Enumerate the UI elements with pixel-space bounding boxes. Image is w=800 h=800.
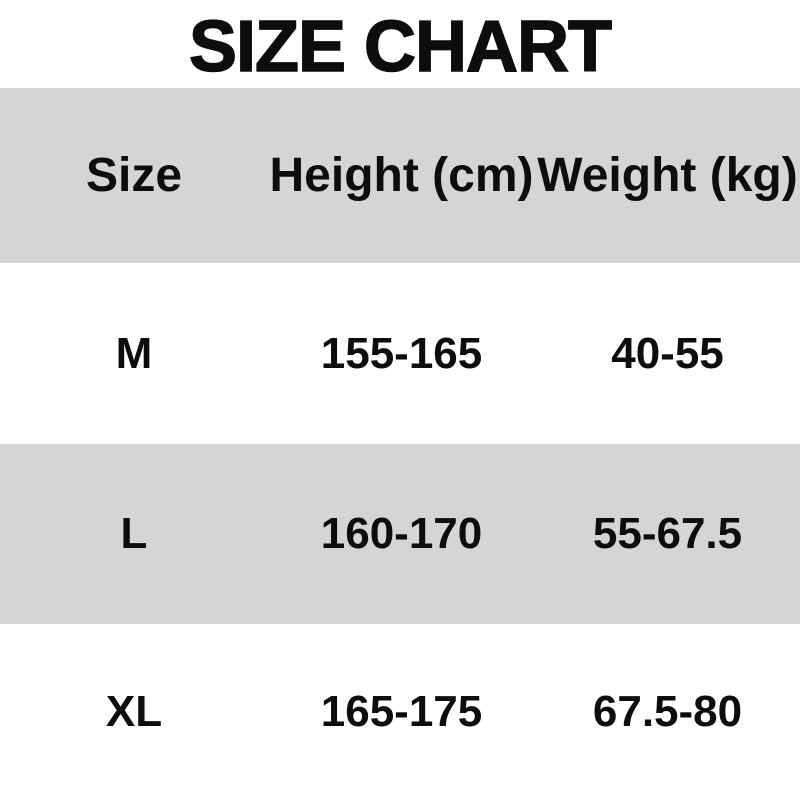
table-row-l: L 160-170 55-67.5 xyxy=(0,444,800,624)
table-row-xl: XL 165-175 67.5-80 xyxy=(0,624,800,800)
cell-size: XL xyxy=(105,687,163,736)
table-header-row: Size Height (cm) Weight (kg) xyxy=(0,88,800,263)
cell-weight-range: 55-67.5 xyxy=(592,509,743,558)
cell-height-range: 155-165 xyxy=(320,328,483,378)
page-title: SIZE CHART xyxy=(188,7,613,87)
header-size: Size xyxy=(85,148,183,202)
cell-size: M xyxy=(115,328,153,378)
cell-weight-range: 67.5-80 xyxy=(592,687,743,736)
cell-weight-range: 40-55 xyxy=(611,328,724,378)
table-row-m: M 155-165 40-55 xyxy=(0,263,800,444)
header-height: Height (cm) xyxy=(269,148,534,202)
header-weight: Weight (kg) xyxy=(537,148,798,202)
cell-size: L xyxy=(120,509,148,558)
cell-height-range: 160-170 xyxy=(320,509,483,558)
cell-height-range: 165-175 xyxy=(320,687,483,736)
title-band: SIZE CHART xyxy=(0,0,800,88)
